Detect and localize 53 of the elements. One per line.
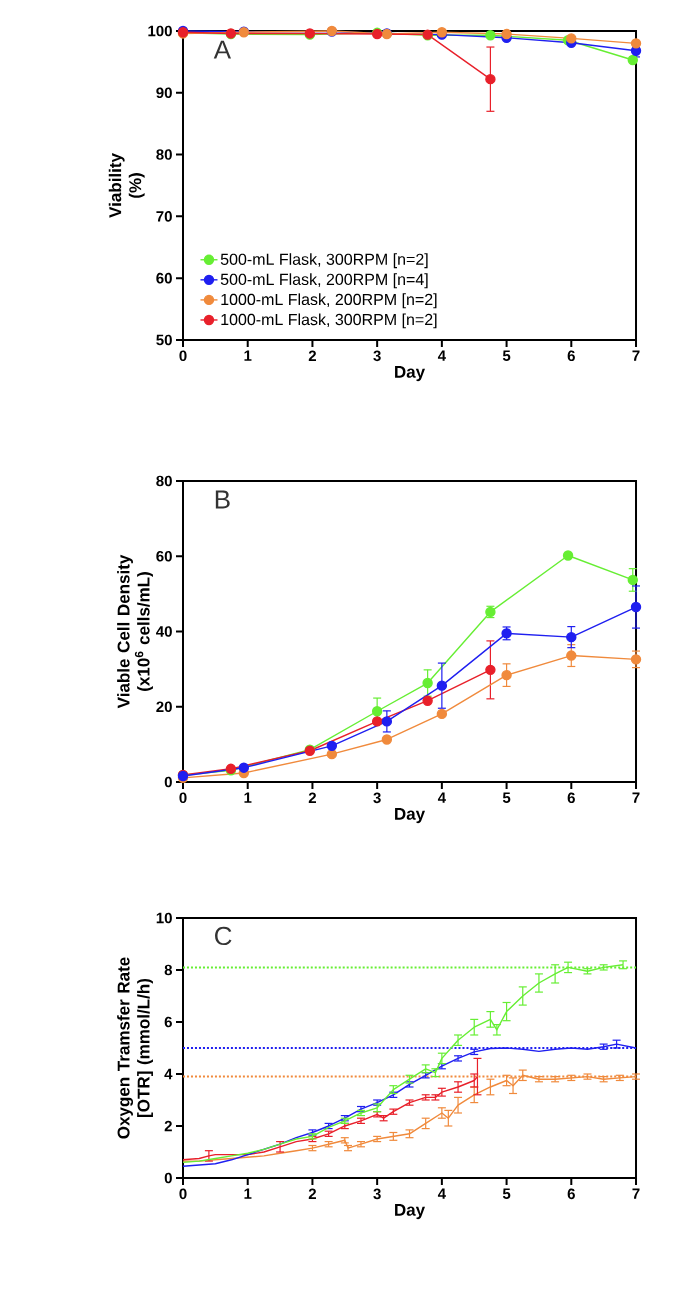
legend-label: 500-mL Flask, 300RPM [n=2] <box>220 253 428 269</box>
x-tick-label: 1 <box>244 792 252 803</box>
legend-label: 1000-mL Flask, 200RPM [n=2] <box>221 293 437 309</box>
x-tick-label: 2 <box>308 350 316 361</box>
y-tick-label: 70 <box>156 211 172 222</box>
x-tick-label: 5 <box>502 792 511 803</box>
y-tick-label: 2 <box>164 1120 172 1132</box>
y-tick-label: 0 <box>164 776 172 788</box>
annotation: A <box>213 40 231 59</box>
x-axis-title: Day <box>395 807 425 824</box>
y-tick-label: 60 <box>156 550 172 562</box>
x-axis-title: Day <box>395 1203 425 1220</box>
y-tick-label: 4 <box>164 1068 173 1080</box>
y-tick-label: 100 <box>148 25 172 37</box>
x-tick-label: 3 <box>373 350 381 362</box>
x-tick-label: 5 <box>502 350 511 361</box>
y-tick-label: 0 <box>164 1172 172 1184</box>
x-tick-label: 3 <box>373 792 381 804</box>
x-tick-label: 0 <box>179 1188 187 1200</box>
x-tick-label: 7 <box>632 792 640 803</box>
y-tick-label: 80 <box>156 149 172 160</box>
x-tick-label: 2 <box>308 792 316 803</box>
legend-label: 1000-mL Flask, 300RPM [n=2] <box>221 313 437 329</box>
annotation: C <box>215 926 232 946</box>
x-tick-label: 1 <box>244 350 252 361</box>
y-tick-label: 80 <box>156 475 172 487</box>
legend-label: 500-mL Flask, 200RPM [n=4] <box>220 273 428 289</box>
y-tick-label: 20 <box>156 701 172 713</box>
x-tick-label: 4 <box>437 350 446 361</box>
y-tick-label: 90 <box>156 87 172 99</box>
x-axis-title: Day <box>395 365 425 382</box>
y-axis-title: Oxygen Tramsfer Rate [OTR] (mmol/L/h) <box>117 957 153 1139</box>
annotation: B <box>215 490 230 509</box>
y-tick-label: 40 <box>156 626 172 637</box>
x-tick-label: 6 <box>567 350 575 362</box>
x-tick-label: 1 <box>244 1188 252 1199</box>
x-tick-label: 4 <box>437 1188 446 1199</box>
x-tick-label: 6 <box>567 792 575 804</box>
y-tick-label: 8 <box>164 964 173 976</box>
y-axis-title: Viability (%) <box>108 153 145 218</box>
x-tick-label: 7 <box>632 350 640 361</box>
x-tick-label: 0 <box>179 792 187 804</box>
x-tick-label: 2 <box>308 1188 316 1199</box>
y-tick-label: 50 <box>156 334 172 346</box>
x-tick-label: 5 <box>502 1188 511 1199</box>
y-tick-label: 60 <box>156 272 172 284</box>
x-tick-label: 3 <box>373 1188 381 1200</box>
x-tick-label: 7 <box>632 1188 640 1199</box>
x-tick-label: 0 <box>179 350 187 362</box>
x-tick-label: 6 <box>567 1188 575 1200</box>
y-tick-label: 10 <box>156 912 172 924</box>
y-tick-label: 6 <box>164 1016 172 1028</box>
x-tick-label: 4 <box>437 792 446 803</box>
